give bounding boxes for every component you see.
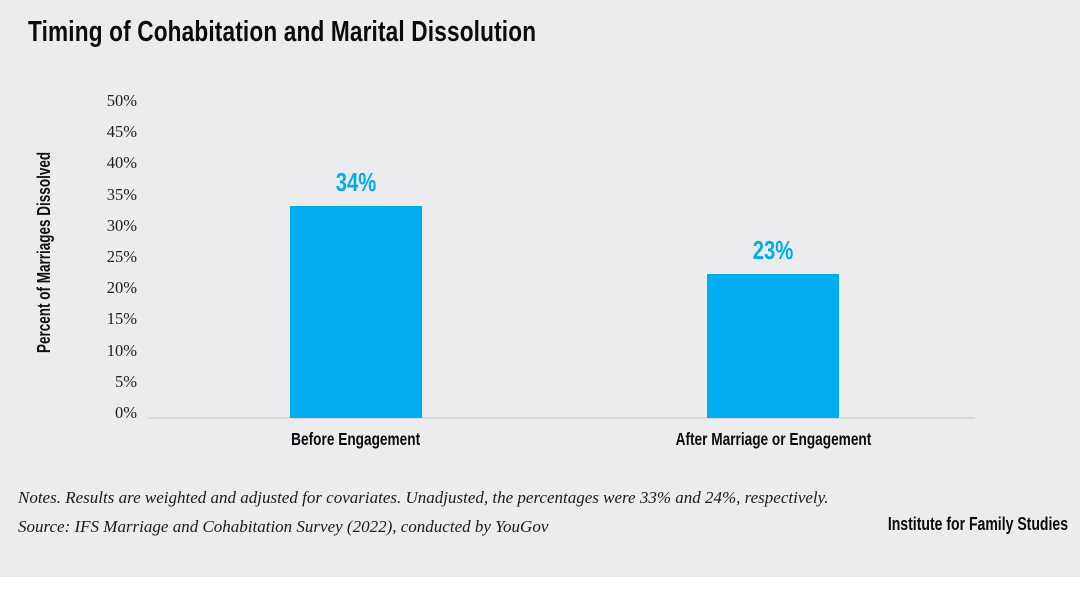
brand-text: Institute for Family Studies (887, 514, 1068, 534)
x-axis-category-label: After Marriage or Engagement (623, 429, 923, 449)
y-tick-label: 25% (106, 247, 137, 266)
y-tick-label: 50% (106, 91, 137, 110)
bar-value-label: 23% (673, 236, 873, 264)
y-tick-label: 30% (106, 215, 137, 235)
bar-value-label: 34% (256, 168, 456, 196)
bar-2 (707, 274, 839, 418)
bar-value-text: 23% (752, 235, 794, 266)
bar-1 (290, 205, 422, 418)
chart-card: Timing of Cohabitation and Marital Disso… (0, 0, 1080, 577)
y-tick-label: 20% (106, 278, 137, 298)
page-title: Timing of Cohabitation and Marital Disso… (28, 16, 680, 49)
x-axis-category-text: After Marriage or Engagement (675, 429, 871, 449)
source-text: Source: IFS Marriage and Cohabitation Su… (18, 517, 549, 536)
x-axis-category-label: Before Engagement (206, 429, 506, 449)
y-tick-label: 0% (115, 403, 137, 422)
x-axis-category-text: Before Engagement (291, 429, 421, 449)
notes-text: Notes. Results are weighted and adjusted… (18, 488, 829, 507)
y-tick-label: 5% (115, 371, 137, 391)
y-tick-label: 40% (106, 153, 137, 173)
y-tick-label: 15% (106, 309, 137, 329)
y-tick-label: 45% (106, 122, 137, 142)
y-tick-label: 35% (106, 184, 137, 204)
bar-value-text: 34% (335, 166, 377, 197)
x-axis-line (148, 417, 975, 419)
brand: Institute for Family Studies (668, 514, 1068, 535)
chart-title-text: Timing of Cohabitation and Marital Disso… (28, 16, 537, 48)
y-axis-title-text: Percent of Marriages Dissolved (34, 151, 54, 353)
y-tick-label: 10% (106, 340, 137, 360)
